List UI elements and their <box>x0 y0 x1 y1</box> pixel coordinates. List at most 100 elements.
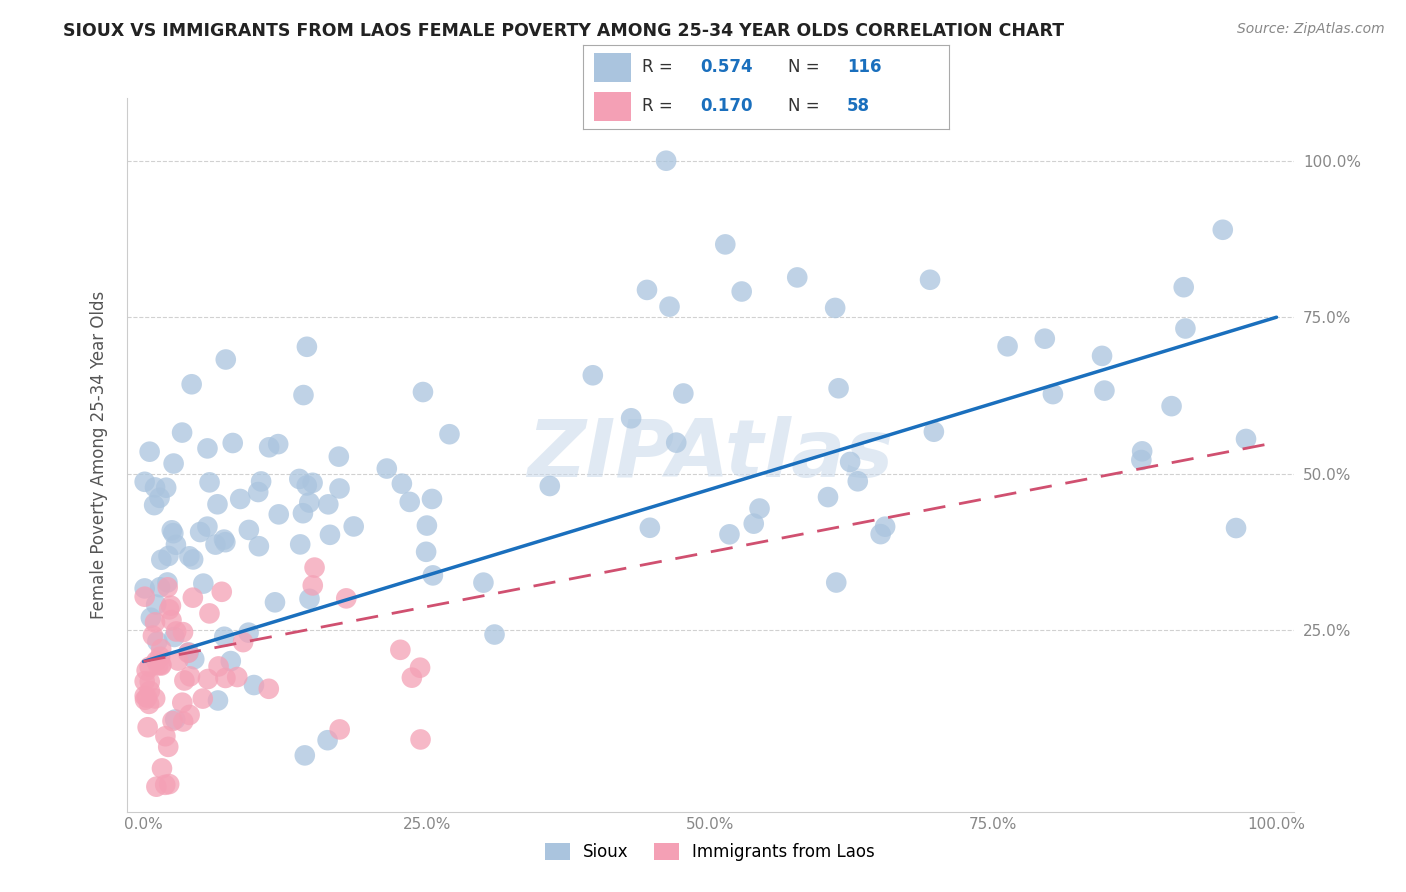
Point <box>173 673 195 688</box>
Point <box>343 519 366 533</box>
Point <box>162 457 184 471</box>
Point <box>439 427 461 442</box>
Point <box>817 490 839 504</box>
Point <box>139 611 162 625</box>
Text: SIOUX VS IMMIGRANTS FROM LAOS FEMALE POVERTY AMONG 25-34 YEAR OLDS CORRELATION C: SIOUX VS IMMIGRANTS FROM LAOS FEMALE POV… <box>63 22 1064 40</box>
Point <box>301 578 323 592</box>
Point <box>655 153 678 168</box>
Point <box>150 642 173 657</box>
Point <box>714 237 737 252</box>
Point <box>869 527 891 541</box>
Point <box>214 671 236 685</box>
Text: 58: 58 <box>846 97 870 115</box>
Point <box>875 519 897 533</box>
Point <box>160 599 183 613</box>
Point <box>143 498 166 512</box>
Point <box>197 442 219 456</box>
Text: R =: R = <box>643 97 678 115</box>
Point <box>786 270 808 285</box>
Point <box>180 377 202 392</box>
Point <box>138 444 160 458</box>
Point <box>198 607 221 621</box>
Point <box>247 485 270 500</box>
Point <box>298 591 321 606</box>
Point <box>214 535 236 549</box>
Point <box>165 538 187 552</box>
Point <box>484 627 506 641</box>
Point <box>658 300 681 314</box>
Legend: Sioux, Immigrants from Laos: Sioux, Immigrants from Laos <box>538 836 882 868</box>
Point <box>247 539 270 553</box>
Point <box>143 691 166 706</box>
Point <box>1130 453 1153 467</box>
Point <box>335 591 357 606</box>
Point <box>191 691 214 706</box>
Point <box>145 598 167 612</box>
Point <box>181 591 204 605</box>
Point <box>165 624 187 639</box>
Point <box>134 674 156 689</box>
Point <box>229 491 252 506</box>
Point <box>150 553 173 567</box>
Point <box>145 654 167 668</box>
Point <box>215 352 238 367</box>
Point <box>1033 332 1056 346</box>
Point <box>188 524 211 539</box>
Point <box>157 739 180 754</box>
Point <box>398 495 420 509</box>
Point <box>197 672 219 686</box>
Point <box>748 501 770 516</box>
Point <box>316 733 339 747</box>
Point <box>731 285 754 299</box>
Point <box>389 642 412 657</box>
Point <box>162 714 184 728</box>
Point <box>162 526 184 541</box>
Point <box>827 381 849 395</box>
Point <box>292 388 315 402</box>
Point <box>1091 349 1114 363</box>
Point <box>1042 387 1064 401</box>
Point <box>918 273 941 287</box>
Point <box>204 538 226 552</box>
Point <box>138 659 160 673</box>
Text: ZIPAtlas: ZIPAtlas <box>527 416 893 494</box>
Point <box>134 689 156 703</box>
Point <box>148 491 170 505</box>
Point <box>1130 444 1153 458</box>
Point <box>257 440 280 454</box>
Point <box>1234 432 1257 446</box>
Point <box>136 720 159 734</box>
Point <box>267 437 290 451</box>
Point <box>401 671 423 685</box>
Point <box>211 584 233 599</box>
Point <box>172 714 194 729</box>
Point <box>179 669 201 683</box>
Point <box>264 595 287 609</box>
Point <box>222 436 245 450</box>
Point <box>243 678 266 692</box>
Point <box>183 652 205 666</box>
Point <box>172 625 194 640</box>
FancyBboxPatch shape <box>595 92 631 120</box>
Point <box>232 635 254 649</box>
Point <box>179 707 201 722</box>
Point <box>1212 223 1234 237</box>
Point <box>288 472 311 486</box>
Point <box>172 696 194 710</box>
Point <box>1225 521 1247 535</box>
Point <box>157 602 180 616</box>
Text: N =: N = <box>789 97 825 115</box>
Point <box>415 545 437 559</box>
Point <box>295 478 318 492</box>
Point <box>156 580 179 594</box>
Point <box>328 482 350 496</box>
Text: 0.170: 0.170 <box>700 97 754 115</box>
Text: N =: N = <box>789 59 825 77</box>
Point <box>198 475 221 490</box>
Point <box>412 385 434 400</box>
Point <box>846 475 869 489</box>
Point <box>139 674 162 689</box>
Point <box>238 523 260 537</box>
Point <box>163 630 186 644</box>
Point <box>155 729 177 743</box>
